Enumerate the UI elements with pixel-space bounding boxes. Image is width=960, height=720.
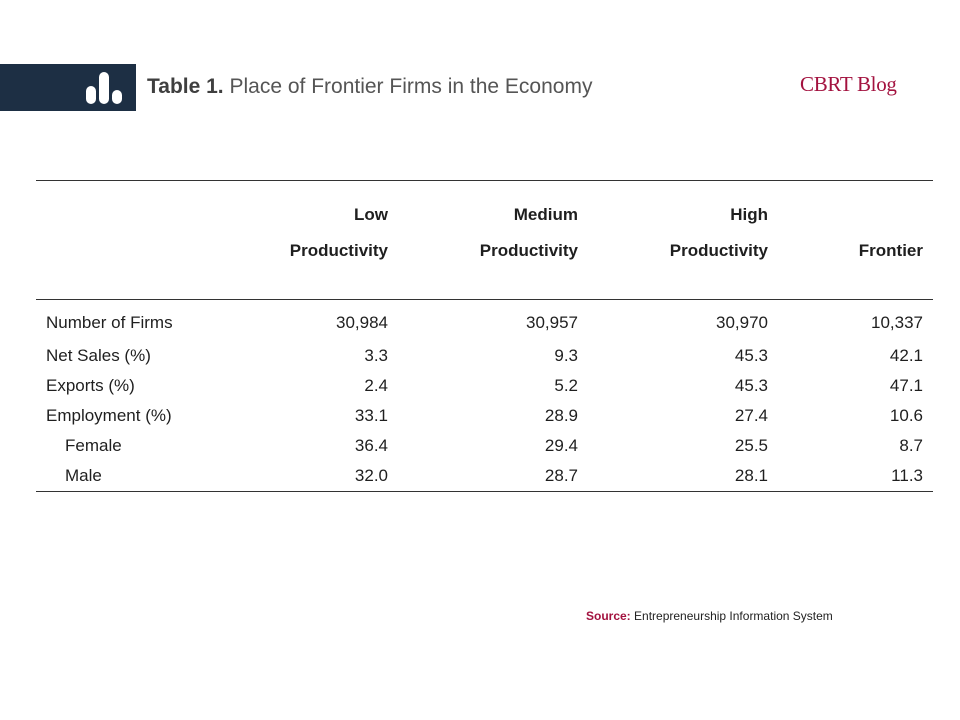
table-cell: 5.2 bbox=[554, 376, 578, 395]
table-cell: 10,337 bbox=[871, 312, 923, 332]
bar-chart-icon bbox=[86, 72, 122, 104]
table-cell: 33.1 bbox=[354, 406, 388, 425]
column-header-line1: Low bbox=[354, 205, 388, 224]
table-cell: 47.1 bbox=[889, 376, 923, 395]
table-cell: 30,984 bbox=[336, 312, 388, 332]
table-number: Table 1. bbox=[147, 75, 224, 98]
table-cell: 29.4 bbox=[544, 436, 578, 455]
table-cell: 27.4 bbox=[734, 406, 768, 425]
table-cell: 25.5 bbox=[734, 436, 768, 455]
column-header-label bbox=[36, 181, 246, 300]
column-header-medium: Medium Productivity bbox=[398, 181, 588, 300]
table-cell: 11.3 bbox=[891, 466, 923, 485]
brand-logo: CBRT Blog bbox=[800, 72, 897, 96]
table-cell: 28.7 bbox=[544, 466, 578, 485]
table-title: Place of Frontier Firms in the Economy bbox=[229, 75, 593, 98]
table-row: Exports (%) 2.4 5.2 45.3 47.1 bbox=[36, 371, 933, 401]
table-cell: 9.3 bbox=[554, 346, 578, 365]
logo-bar bbox=[0, 64, 136, 111]
table-row: Net Sales (%) 3.3 9.3 45.3 42.1 bbox=[36, 341, 933, 371]
table-cell: 45.3 bbox=[734, 346, 768, 365]
table-cell: 3.3 bbox=[364, 346, 388, 365]
row-label: Employment (%) bbox=[46, 406, 172, 425]
data-table: Low Productivity Medium Productivity Hig… bbox=[36, 180, 933, 492]
table-cell: 45.3 bbox=[734, 376, 768, 395]
source-note: Source: Entrepreneurship Information Sys… bbox=[586, 609, 833, 623]
table-cell: 10.6 bbox=[889, 406, 923, 425]
table-cell: 30,970 bbox=[716, 312, 768, 332]
column-header-line2: Productivity bbox=[479, 241, 578, 260]
row-label: Exports (%) bbox=[46, 376, 135, 395]
column-header-line1: Medium bbox=[513, 205, 578, 224]
table-row: Employment (%) 33.1 28.9 27.4 10.6 bbox=[36, 401, 933, 431]
column-header-line1: High bbox=[730, 205, 768, 224]
column-header-line2: Productivity bbox=[289, 241, 388, 260]
table-header-row: Low Productivity Medium Productivity Hig… bbox=[36, 180, 933, 300]
column-header-line2: Productivity bbox=[669, 241, 768, 260]
table-cell: 28.9 bbox=[544, 406, 578, 425]
table-cell: 30,957 bbox=[526, 312, 578, 332]
source-text: Entrepreneurship Information System bbox=[634, 609, 833, 623]
column-header-frontier: Frontier bbox=[778, 181, 933, 300]
row-label: Female bbox=[65, 436, 122, 455]
row-label: Net Sales (%) bbox=[46, 346, 151, 365]
column-header-high: High Productivity bbox=[588, 181, 778, 300]
column-header-low: Low Productivity bbox=[246, 181, 398, 300]
table-row: Female 36.4 29.4 25.5 8.7 bbox=[36, 431, 933, 461]
table-cell: 8.7 bbox=[899, 436, 923, 455]
table-cell: 32.0 bbox=[354, 466, 388, 485]
row-label: Number of Firms bbox=[46, 312, 173, 332]
table-row: Number of Firms 30,984 30,957 30,970 10,… bbox=[36, 300, 933, 342]
table-cell: 2.4 bbox=[364, 376, 388, 395]
table-cell: 42.1 bbox=[889, 346, 923, 365]
page-title: Table 1. Place of Frontier Firms in the … bbox=[147, 75, 592, 99]
table-row: Male 32.0 28.7 28.1 11.3 bbox=[36, 461, 933, 492]
row-label: Male bbox=[65, 466, 102, 485]
table-cell: 28.1 bbox=[734, 466, 768, 485]
table-cell: 36.4 bbox=[354, 436, 388, 455]
column-header-line2: Frontier bbox=[858, 241, 923, 260]
source-label: Source: bbox=[586, 609, 631, 623]
